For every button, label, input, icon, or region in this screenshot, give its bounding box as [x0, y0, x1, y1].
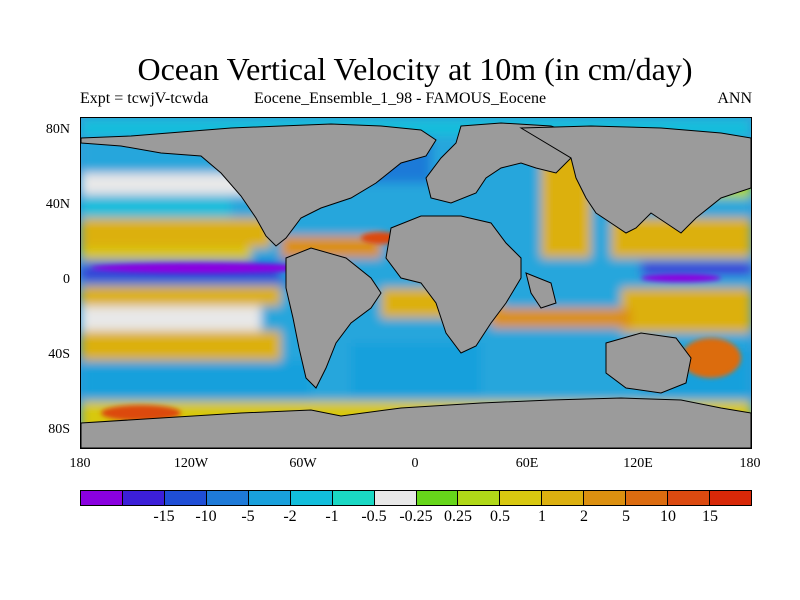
colorbar-label: -5 — [241, 508, 255, 525]
ensemble-label: Eocene_Ensemble_1_98 - FAMOUS_Eocene — [254, 90, 547, 107]
colorbar-swatch-10 — [500, 491, 543, 505]
colorbar-label: 2 — [580, 508, 588, 525]
colorbar-swatch-11 — [542, 491, 585, 505]
lat-label-80n: 80N — [45, 122, 70, 137]
colorbar-label: 0.25 — [444, 508, 472, 525]
colorbar-swatch-3 — [206, 491, 249, 505]
colorbar-swatch-4 — [248, 491, 291, 505]
colorbar-label: 5 — [622, 508, 630, 525]
colorbar-label: -0.5 — [361, 508, 387, 525]
lon-label-60e: 60E — [515, 456, 539, 471]
colorbar-label: 15 — [702, 508, 718, 525]
colorbar-swatch-7 — [374, 491, 417, 505]
lat-label-0: 0 — [63, 272, 70, 287]
colorbar-swatch-12 — [584, 491, 627, 505]
colorbar-label: -10 — [195, 508, 217, 525]
colorbar — [80, 490, 752, 506]
colorbar-swatch-15 — [710, 491, 751, 505]
colorbar-label: -1 — [325, 508, 339, 525]
lat-label-80s: 80S — [48, 422, 70, 437]
colorbar-swatch-2 — [164, 491, 207, 505]
lon-label-120w: 120W — [173, 456, 209, 471]
colorbar-label: 1 — [538, 508, 546, 525]
colorbar-swatch-0 — [81, 491, 123, 505]
colorbar-swatch-14 — [668, 491, 711, 505]
colorbar-label: -0.25 — [399, 508, 433, 525]
plot-title: Ocean Vertical Velocity at 10m (in cm/da… — [137, 51, 693, 87]
colorbar-label: 0.5 — [490, 508, 510, 525]
lon-label-60w: 60W — [289, 456, 317, 471]
colorbar-swatch-6 — [332, 491, 375, 505]
lat-label-40s: 40S — [48, 347, 70, 362]
ocean-map — [80, 117, 752, 449]
lon-label-180e: 180 — [739, 456, 761, 471]
colorbar-label: -15 — [153, 508, 175, 525]
experiment-label: Expt = tcwjV-tcwda — [80, 90, 209, 107]
colorbar-swatch-1 — [122, 491, 165, 505]
land-masses — [81, 122, 751, 448]
lon-label-180w: 180 — [69, 456, 91, 471]
colorbar-label: 10 — [660, 508, 676, 525]
colorbar-swatch-8 — [416, 491, 459, 505]
lon-label-0: 0 — [411, 456, 419, 471]
colorbar-swatch-5 — [290, 491, 333, 505]
lon-label-120e: 120E — [623, 456, 653, 471]
lat-label-40n: 40N — [45, 197, 70, 212]
map-field — [81, 118, 751, 448]
colorbar-swatch-13 — [626, 491, 669, 505]
colorbar-label: -2 — [283, 508, 297, 525]
colorbar-swatch-9 — [458, 491, 501, 505]
season-label: ANN — [717, 90, 752, 107]
